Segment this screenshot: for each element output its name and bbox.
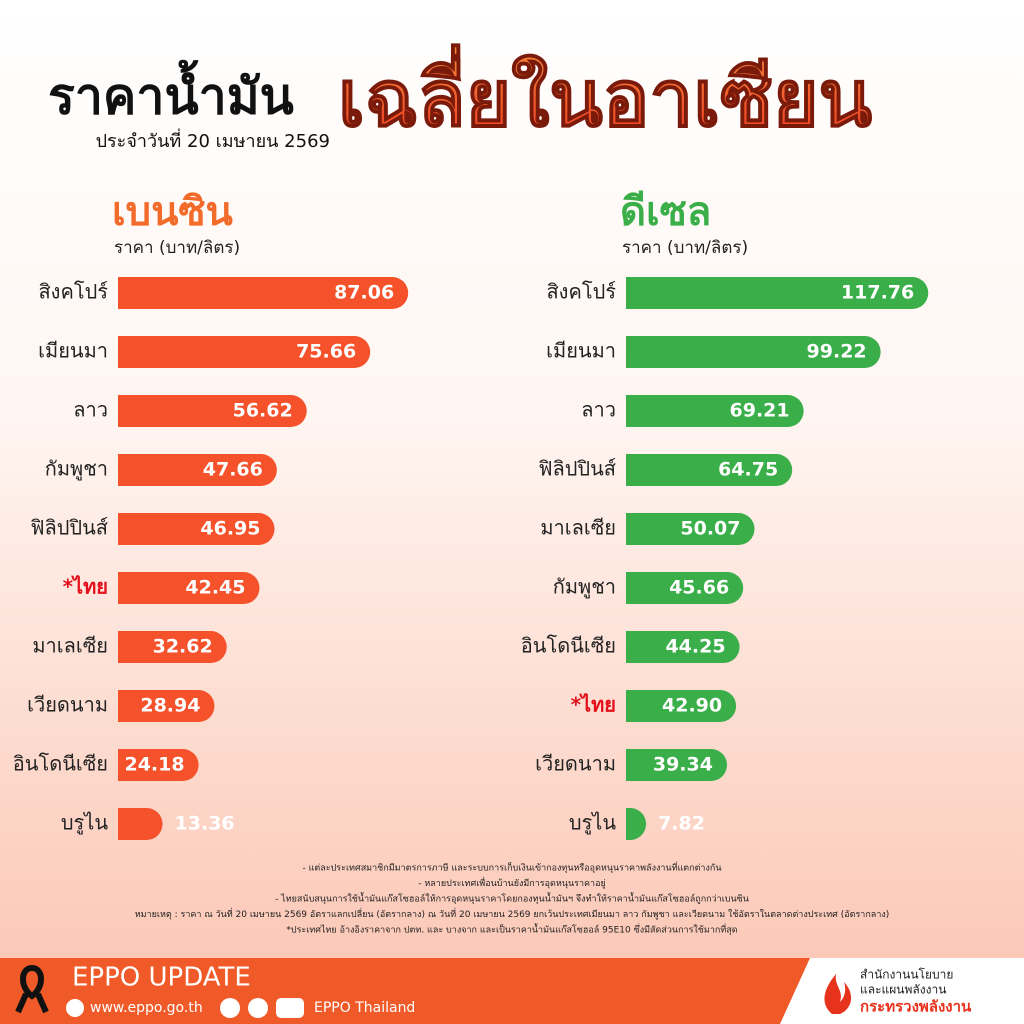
bar — [626, 572, 744, 604]
ministry-logo — [824, 974, 852, 1014]
chart-title: เบนซิน — [112, 189, 233, 235]
value-label: 50.07 — [680, 518, 740, 540]
note: - แต่ละประเทศสมาชิกมีมาตรการภาษี และระบบ… — [302, 861, 721, 874]
bar — [118, 572, 260, 604]
org-line: สำนักงานนโยบาย — [860, 968, 953, 982]
web-icon — [66, 999, 84, 1017]
value-label: 44.25 — [665, 636, 725, 658]
value-label: 28.94 — [140, 695, 200, 717]
bar — [626, 808, 647, 840]
value-label: 13.36 — [175, 813, 235, 835]
title: ราคาน้ำมัน — [48, 60, 294, 126]
category-label: เวียดนาม — [27, 693, 108, 717]
value-label: 69.21 — [730, 400, 790, 422]
category-label: บรูไน — [61, 811, 108, 836]
note: หมายเหตุ : ราคา ณ วันที่ 20 เมษายน 2569 … — [135, 907, 890, 920]
value-label: 47.66 — [203, 459, 263, 481]
bar — [118, 690, 215, 722]
category-label: เมียนมา — [38, 339, 108, 363]
category-label: กัมพูชา — [553, 575, 616, 600]
bar — [118, 513, 275, 545]
value-label: 87.06 — [334, 282, 394, 304]
value-label: 42.90 — [662, 695, 722, 717]
value-label: 42.45 — [185, 577, 245, 599]
bar — [118, 395, 307, 427]
bar — [626, 454, 793, 486]
value-label: 7.82 — [658, 813, 705, 835]
category-label: อินโดนีเซีย — [13, 752, 108, 776]
value-label: 46.95 — [200, 518, 260, 540]
ministry: กระทรวงพลังงาน — [860, 998, 972, 1016]
value-label: 117.76 — [841, 282, 914, 304]
bar — [626, 749, 727, 781]
bar — [118, 454, 277, 486]
value-label: 45.66 — [669, 577, 729, 599]
value-label: 39.34 — [653, 754, 713, 776]
bar — [626, 336, 881, 368]
chart-subtitle: ราคา (บาท/ลิตร) — [622, 238, 748, 258]
bar — [626, 513, 755, 545]
note: - ไทยสนับสนุนการใช้น้ำมันแก๊สโซฮอล์ให้กา… — [275, 892, 749, 905]
bar — [626, 690, 737, 722]
category-label: บรูไน — [569, 811, 616, 836]
bar — [118, 277, 409, 309]
category-label: มาเลเซีย — [540, 516, 616, 540]
value-label: 99.22 — [807, 341, 867, 363]
category-label: สิงคโปร์ — [38, 280, 108, 304]
subtitle: ประจำวันที่ 20 เมษายน 2569 — [96, 128, 330, 152]
bar — [626, 277, 929, 309]
twitter-icon[interactable] — [248, 998, 268, 1018]
title-highlight: เฉลี่ยในอาเซียน — [338, 43, 872, 144]
category-label: อินโดนีเซีย — [521, 634, 616, 658]
value-label: 56.62 — [233, 400, 293, 422]
value-label: 75.66 — [296, 341, 356, 363]
category-label: ฟิลิปปินส์ — [30, 516, 108, 540]
category-label: ลาว — [581, 398, 616, 422]
category-label: ลาว — [73, 398, 108, 422]
category-label: *ไทย — [571, 693, 616, 717]
notes: - แต่ละประเทศสมาชิกมีมาตรการภาษี และระบบ… — [135, 861, 890, 936]
bar — [118, 631, 227, 663]
bar — [118, 808, 163, 840]
category-label: เวียดนาม — [535, 752, 616, 776]
value-label: 24.18 — [124, 754, 184, 776]
note: *ประเทศไทย อ้างอิงราคาจาก ปตท. และ บางจา… — [286, 923, 737, 936]
bar — [626, 631, 740, 663]
bar — [118, 336, 371, 368]
note: - หลายประเทศเพื่อนบ้านยังมีการอุดหนุนราค… — [418, 876, 606, 889]
category-label: มาเลเซีย — [32, 634, 108, 658]
category-label: *ไทย — [63, 575, 108, 599]
category-label: กัมพูชา — [45, 457, 108, 482]
category-label: ฟิลิปปินส์ — [538, 457, 616, 481]
ribbon-icon — [15, 964, 49, 1014]
social[interactable]: EPPO Thailand — [314, 1000, 415, 1016]
brand: EPPO UPDATE — [72, 963, 251, 993]
chart-subtitle: ราคา (บาท/ลิตร) — [114, 238, 240, 258]
youtube-icon[interactable] — [276, 998, 304, 1018]
category-label: สิงคโปร์ — [546, 280, 616, 304]
bar — [118, 749, 199, 781]
category-label: เมียนมา — [546, 339, 616, 363]
facebook-icon[interactable] — [220, 998, 240, 1018]
chart-title: ดีเซล — [620, 189, 711, 235]
website[interactable]: www.eppo.go.th — [90, 1000, 203, 1016]
bar — [626, 395, 804, 427]
value-label: 32.62 — [153, 636, 213, 658]
org-line: และแผนพลังงาน — [860, 983, 946, 997]
value-label: 64.75 — [718, 459, 778, 481]
